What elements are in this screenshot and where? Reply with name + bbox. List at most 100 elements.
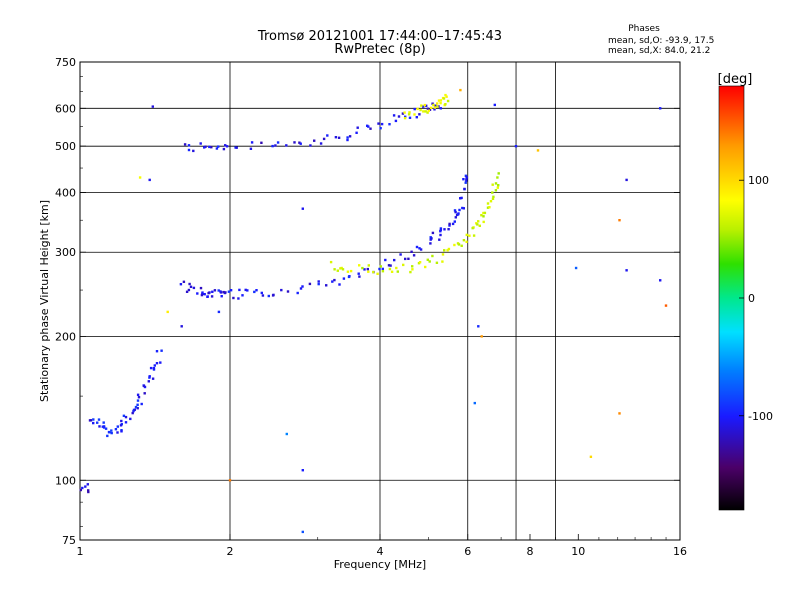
- echo-point: [160, 349, 163, 352]
- echo-point: [110, 429, 113, 432]
- echo-point: [478, 224, 481, 227]
- echo-point: [404, 257, 407, 261]
- echo-point: [476, 223, 479, 226]
- echo-point: [387, 264, 391, 267]
- echo-point: [482, 215, 485, 218]
- echo-point: [411, 268, 414, 271]
- echo-point: [482, 211, 485, 215]
- echo-point: [465, 240, 468, 243]
- x-tick-label: 2: [227, 545, 234, 558]
- echo-point: [210, 295, 214, 298]
- echo-point: [333, 278, 336, 282]
- echo-point: [419, 108, 422, 112]
- echo-point: [159, 361, 162, 364]
- x-tick-label: 10: [571, 545, 585, 558]
- echo-point: [433, 108, 436, 111]
- echo-point: [355, 131, 358, 134]
- echo-point: [225, 145, 229, 148]
- echo-point: [390, 270, 394, 273]
- echo-point: [462, 239, 466, 242]
- echo-point: [618, 219, 621, 222]
- echo-point: [367, 270, 370, 273]
- echo-point: [151, 105, 154, 108]
- echo-point: [388, 267, 392, 271]
- y-tick-label: 750: [55, 56, 76, 69]
- echo-point: [468, 234, 471, 237]
- echo-point: [309, 144, 312, 147]
- echo-point: [155, 362, 159, 365]
- echo-point: [439, 99, 443, 102]
- echo-point: [426, 258, 429, 261]
- echo-point: [329, 260, 333, 264]
- echo-point: [416, 107, 419, 111]
- echo-point: [659, 279, 662, 282]
- echo-point: [377, 122, 380, 125]
- echo-point: [439, 101, 442, 105]
- colorbar-ticks: -100 0 100: [739, 174, 773, 423]
- echo-point: [200, 293, 204, 297]
- echo-point: [439, 227, 443, 230]
- echo-point: [418, 113, 421, 116]
- echo-point: [211, 290, 214, 293]
- echo-point: [208, 145, 211, 149]
- echo-point: [183, 143, 187, 146]
- echo-point: [372, 270, 375, 274]
- echo-point: [482, 220, 485, 224]
- echo-point: [253, 290, 256, 294]
- echo-point: [465, 233, 468, 237]
- echo-point: [363, 268, 366, 271]
- echo-point: [298, 141, 301, 144]
- echo-point: [399, 253, 402, 256]
- echo-point: [448, 222, 451, 226]
- echo-point: [425, 104, 428, 107]
- echo-point: [319, 142, 323, 145]
- echo-point: [408, 111, 411, 114]
- echo-point: [441, 253, 445, 256]
- echo-point: [413, 107, 416, 111]
- echo-point: [460, 244, 463, 247]
- echo-point: [464, 174, 468, 177]
- echo-point: [192, 149, 195, 153]
- x-tick-label: 6: [464, 545, 471, 558]
- echo-point: [220, 295, 223, 298]
- echo-point: [147, 380, 150, 383]
- echo-point: [338, 283, 341, 286]
- echo-point: [199, 286, 203, 290]
- echo-point: [659, 107, 662, 110]
- y-axis-label: Stationary phase Virtual Height [km]: [38, 200, 51, 402]
- echo-point: [102, 425, 106, 428]
- echo-point: [296, 291, 299, 295]
- echo-point: [492, 195, 495, 198]
- echo-point: [625, 178, 628, 182]
- echo-point: [272, 293, 275, 297]
- echo-point: [456, 242, 460, 245]
- echo-point: [222, 290, 225, 294]
- echo-point: [472, 234, 476, 237]
- echo-point: [87, 489, 90, 492]
- chart-title: Tromsø 20121001 17:44:00–17:45:43: [257, 29, 502, 44]
- echo-point: [206, 295, 209, 298]
- echo-point: [446, 249, 449, 252]
- echo-point: [376, 272, 379, 275]
- echo-point: [224, 144, 227, 147]
- echo-point: [182, 280, 186, 283]
- echo-point: [465, 176, 468, 179]
- echo-point: [124, 421, 128, 424]
- echo-point: [379, 127, 382, 130]
- echo-point: [422, 105, 425, 108]
- echo-point: [396, 270, 399, 273]
- echo-point: [463, 187, 466, 191]
- echo-point: [301, 530, 304, 534]
- echo-point: [187, 144, 191, 147]
- echo-point: [260, 291, 263, 295]
- echo-point: [267, 294, 270, 298]
- echo-point: [131, 411, 134, 415]
- echo-point: [625, 269, 628, 272]
- echo-point: [491, 191, 494, 194]
- echo-point: [86, 483, 89, 486]
- colorbar-tick-label: 0: [748, 292, 755, 305]
- colorbar-tick-label: 100: [748, 174, 769, 187]
- echo-point: [180, 325, 183, 328]
- echo-point: [133, 408, 136, 411]
- echo-point: [437, 99, 441, 102]
